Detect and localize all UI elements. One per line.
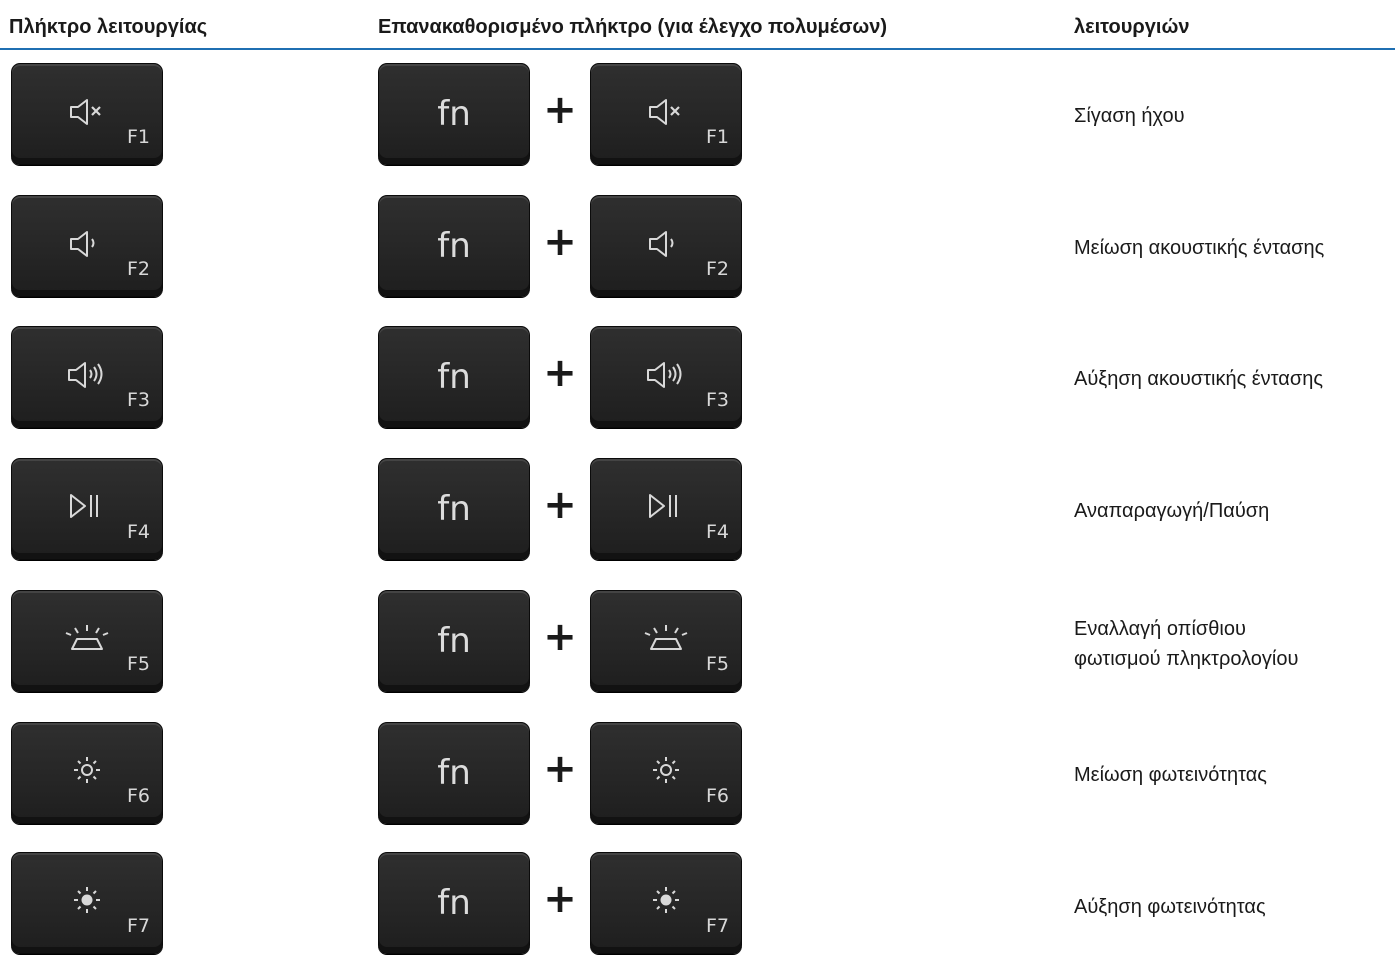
header-function-key: Πλήκτρο λειτουργίας xyxy=(9,16,208,38)
brightness-up-icon xyxy=(57,883,117,919)
key-label: F6 xyxy=(705,785,729,807)
description-line: Σίγαση ήχου xyxy=(1074,105,1185,127)
volume-down-icon xyxy=(57,226,117,262)
plus-sign: + xyxy=(543,350,577,396)
table-row: F1 fn + F1 Σίγαση ήχου xyxy=(0,63,1395,167)
function-description: Μείωση ακουστικής έντασης xyxy=(1074,233,1394,263)
key-label: F2 xyxy=(126,258,150,280)
fn-key[interactable]: fn xyxy=(378,195,530,297)
keyboard-backlight-icon xyxy=(57,621,117,657)
description-line: φωτισμού πληκτρολογίου xyxy=(1074,648,1299,670)
f5-key[interactable]: F5 xyxy=(590,590,742,692)
table-row: F5 fn + F5 Εναλλαγή οπίσθιου φωτισμού πλ… xyxy=(0,590,1395,694)
table-row: F2 fn + F2 Μείωση ακουστικής έντασης xyxy=(0,195,1395,299)
description-line: Μείωση ακουστικής έντασης xyxy=(1074,237,1325,259)
key-label: F7 xyxy=(705,915,729,937)
function-description: Αύξηση ακουστικής έντασης xyxy=(1074,364,1394,394)
f6-key[interactable]: F6 xyxy=(590,722,742,824)
fn-label: fn xyxy=(437,357,471,397)
f5-key[interactable]: F5 xyxy=(11,590,163,692)
keyboard-backlight-icon xyxy=(636,621,696,657)
fn-key[interactable]: fn xyxy=(378,326,530,428)
f6-key[interactable]: F6 xyxy=(11,722,163,824)
play-pause-icon xyxy=(636,489,696,525)
fn-key[interactable]: fn xyxy=(378,722,530,824)
key-label: F4 xyxy=(126,521,150,543)
description-line: Εναλλαγή οπίσθιου xyxy=(1074,618,1246,640)
brightness-down-icon xyxy=(636,753,696,789)
plus-sign: + xyxy=(543,876,577,922)
header-behavior: λειτουργιών xyxy=(1074,16,1190,38)
volume-down-icon xyxy=(636,226,696,262)
f2-key[interactable]: F2 xyxy=(590,195,742,297)
fn-label: fn xyxy=(437,621,471,661)
plus-sign: + xyxy=(543,614,577,660)
f3-key[interactable]: F3 xyxy=(590,326,742,428)
key-label: F7 xyxy=(126,915,150,937)
table-row: F4 fn + F4 Αναπαραγωγή/Παύση xyxy=(0,458,1395,562)
mute-icon xyxy=(636,94,696,130)
description-line: Αύξηση φωτεινότητας xyxy=(1074,896,1266,918)
function-description: Αναπαραγωγή/Παύση xyxy=(1074,496,1394,526)
f1-key[interactable]: F1 xyxy=(11,63,163,165)
mute-icon xyxy=(57,94,117,130)
key-label: F6 xyxy=(126,785,150,807)
description-line: Αύξηση ακουστικής έντασης xyxy=(1074,368,1323,390)
fn-key[interactable]: fn xyxy=(378,458,530,560)
fn-label: fn xyxy=(437,489,471,529)
f7-key[interactable]: F7 xyxy=(11,852,163,954)
fn-label: fn xyxy=(437,753,471,793)
f7-key[interactable]: F7 xyxy=(590,852,742,954)
f4-key[interactable]: F4 xyxy=(11,458,163,560)
table-header: Πλήκτρο λειτουργίας Επανακαθορισμένο πλή… xyxy=(0,0,1395,50)
plus-sign: + xyxy=(543,87,577,133)
fn-label: fn xyxy=(437,226,471,266)
fn-label: fn xyxy=(437,883,471,923)
f3-key[interactable]: F3 xyxy=(11,326,163,428)
key-label: F1 xyxy=(705,126,729,148)
table-row: F6 fn + F6 Μείωση φωτεινότητας xyxy=(0,722,1395,826)
key-label: F2 xyxy=(705,258,729,280)
function-description: Αύξηση φωτεινότητας xyxy=(1074,892,1394,922)
key-label: F5 xyxy=(705,653,729,675)
description-line: Μείωση φωτεινότητας xyxy=(1074,764,1267,786)
key-label: F1 xyxy=(126,126,150,148)
fn-key[interactable]: fn xyxy=(378,590,530,692)
volume-up-icon xyxy=(57,357,117,393)
table-row: F7 fn + F7 Αύξηση φωτεινότητας xyxy=(0,852,1395,956)
key-label: F3 xyxy=(126,389,150,411)
fn-label: fn xyxy=(437,94,471,134)
description-line: Αναπαραγωγή/Παύση xyxy=(1074,500,1270,522)
plus-sign: + xyxy=(543,482,577,528)
brightness-down-icon xyxy=(57,753,117,789)
key-label: F3 xyxy=(705,389,729,411)
play-pause-icon xyxy=(57,489,117,525)
plus-sign: + xyxy=(543,219,577,265)
f1-key[interactable]: F1 xyxy=(590,63,742,165)
brightness-up-icon xyxy=(636,883,696,919)
plus-sign: + xyxy=(543,746,577,792)
f4-key[interactable]: F4 xyxy=(590,458,742,560)
key-label: F4 xyxy=(705,521,729,543)
header-redefined-key: Επανακαθορισμένο πλήκτρο (για έλεγχο πολ… xyxy=(378,16,888,38)
function-description: Εναλλαγή οπίσθιου φωτισμού πληκτρολογίου xyxy=(1074,614,1394,674)
function-description: Μείωση φωτεινότητας xyxy=(1074,760,1394,790)
fn-key[interactable]: fn xyxy=(378,63,530,165)
fn-key[interactable]: fn xyxy=(378,852,530,954)
table-row: F3 fn + F3 Αύξηση ακουστικής έντασης xyxy=(0,326,1395,430)
key-label: F5 xyxy=(126,653,150,675)
f2-key[interactable]: F2 xyxy=(11,195,163,297)
volume-up-icon xyxy=(636,357,696,393)
function-description: Σίγαση ήχου xyxy=(1074,101,1394,131)
